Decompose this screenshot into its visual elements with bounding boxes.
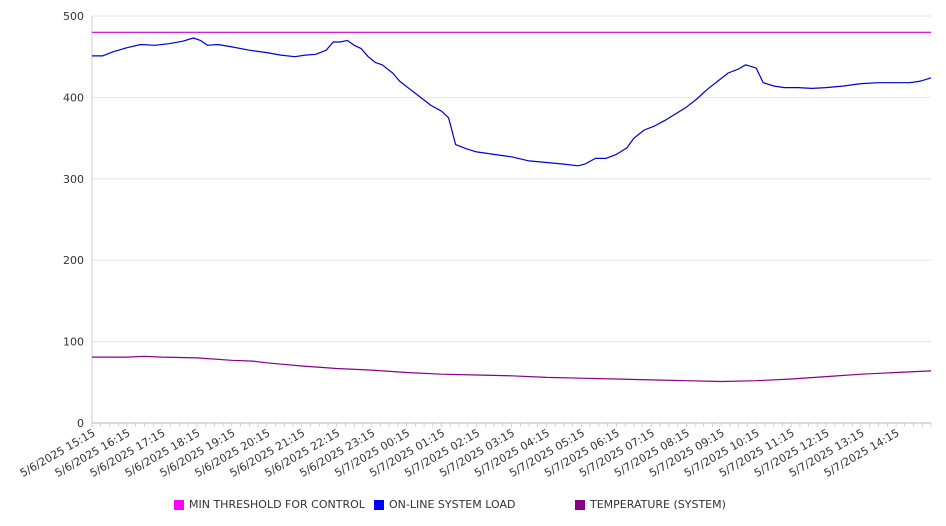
legend-swatch-threshold [174, 499, 184, 510]
x-axis: 5/6/2025 15:155/6/2025 16:155/6/2025 17:… [18, 426, 902, 480]
legend-swatch-temperature [575, 499, 585, 510]
series-line-system-load [92, 37, 932, 167]
chart: 0 100 200 300 400 500 5/6/2025 15:155/6/2025 … [18, 10, 932, 480]
y-tick-label: 300 [63, 173, 84, 186]
legend-swatch-load [374, 499, 384, 510]
legend-item-threshold: MIN THRESHOLD FOR CONTROL [174, 498, 365, 511]
y-axis: 0 100 200 300 400 500 [63, 10, 84, 430]
y-tick-label: 0 [77, 417, 84, 430]
y-tick-label: 100 [63, 336, 84, 349]
legend-label-load: ON-LINE SYSTEM LOAD [389, 498, 516, 511]
y-tick-label: 200 [63, 254, 84, 267]
legend: MIN THRESHOLD FOR CONTROL ON-LINE SYSTEM… [0, 498, 946, 516]
legend-item-temperature: TEMPERATURE (SYSTEM) [575, 498, 726, 511]
legend-label-temperature: TEMPERATURE (SYSTEM) [590, 498, 726, 511]
y-tick-label: 500 [63, 10, 84, 23]
legend-item-load: ON-LINE SYSTEM LOAD [374, 498, 515, 511]
legend-label-threshold: MIN THRESHOLD FOR CONTROL [189, 498, 365, 511]
series-lines [92, 31, 932, 383]
y-tick-label: 400 [63, 91, 84, 104]
grid [91, 15, 932, 427]
series-line-temperature [92, 355, 932, 383]
